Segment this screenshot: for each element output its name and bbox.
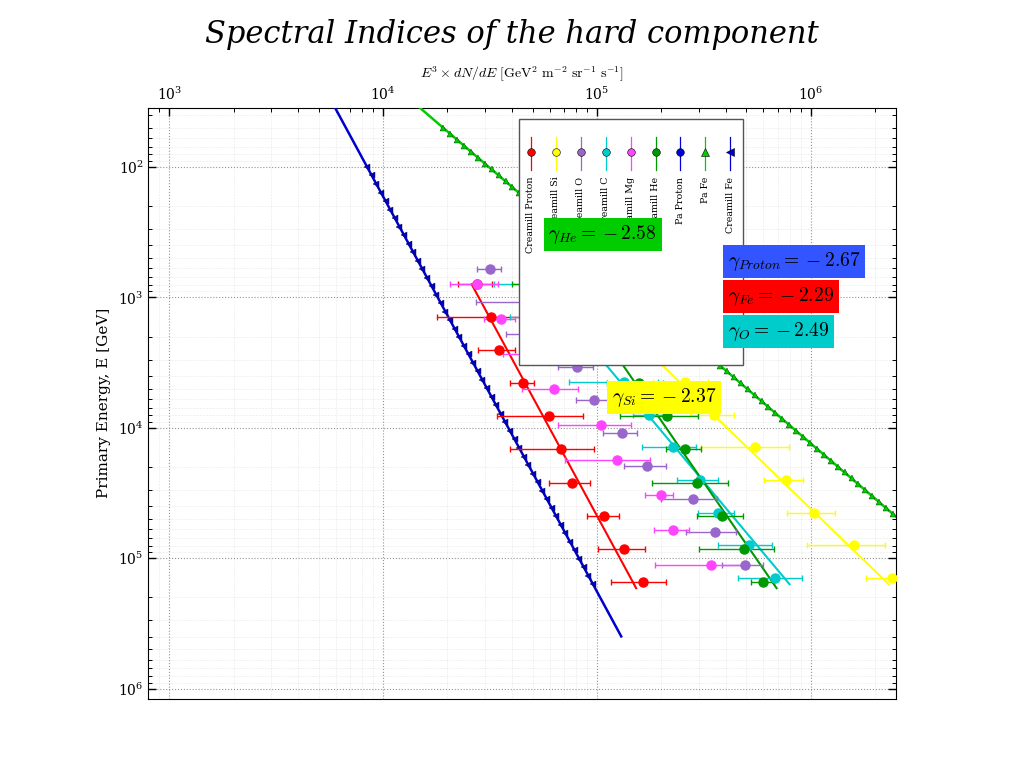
Text: Creamill Si: Creamill Si (551, 177, 560, 230)
Text: $\gamma_{Proton}=-2.67$: $\gamma_{Proton}=-2.67$ (728, 250, 860, 273)
Y-axis label: Primary Energy, E [GeV]: Primary Energy, E [GeV] (97, 308, 112, 498)
Text: $\gamma_{Fe}=-2.29$: $\gamma_{Fe}=-2.29$ (728, 285, 834, 308)
Text: Creamill He: Creamill He (651, 177, 660, 235)
Text: Creamill O: Creamill O (577, 177, 586, 229)
Text: $\gamma_{O}=-2.49$: $\gamma_{O}=-2.49$ (728, 320, 829, 343)
Text: Creamill Proton: Creamill Proton (526, 177, 536, 253)
Text: Creamill Fe: Creamill Fe (726, 177, 735, 233)
X-axis label: $E^3 \times dN/dE\ [\mathrm{GeV^2\ m^{-2}\ sr^{-1}\ s^{-1}}]$: $E^3 \times dN/dE\ [\mathrm{GeV^2\ m^{-2… (420, 65, 625, 84)
Text: $\gamma_{Si}=-2.37$: $\gamma_{Si}=-2.37$ (612, 386, 717, 409)
Text: Creamill Mg: Creamill Mg (626, 177, 635, 237)
Text: Pa Proton: Pa Proton (676, 177, 685, 223)
Text: Creamill C: Creamill C (601, 177, 610, 228)
Text: $\gamma_{He}=-2.58$: $\gamma_{He}=-2.58$ (549, 223, 657, 247)
Text: Spectral Indices of the hard component: Spectral Indices of the hard component (205, 19, 819, 50)
Text: Pa Fe: Pa Fe (700, 177, 710, 203)
Bar (518, 119, 742, 365)
